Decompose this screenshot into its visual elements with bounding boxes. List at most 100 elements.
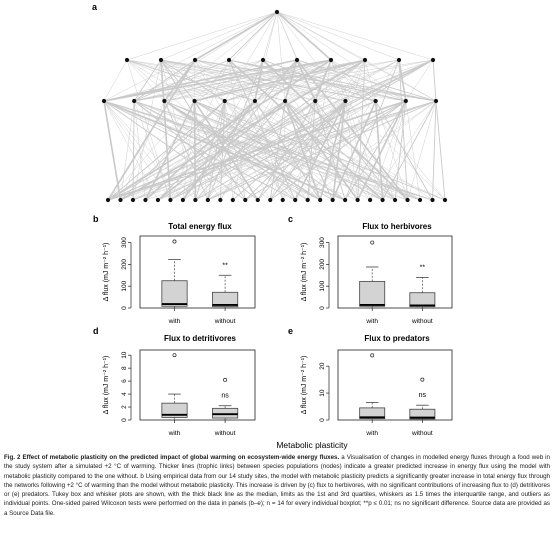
outlier-point: [420, 377, 425, 382]
trophic-link: [330, 59, 406, 102]
species-node: [417, 197, 423, 203]
boxplot-with: [359, 353, 386, 421]
species-node: [252, 98, 258, 104]
species-node: [180, 197, 185, 203]
panel-title: Flux to predators: [364, 334, 430, 343]
x-category-label: with: [168, 318, 181, 325]
species-node: [430, 57, 436, 63]
trophic-link: [194, 59, 406, 102]
trophic-link: [405, 59, 434, 102]
trophic-link: [132, 59, 162, 201]
trophic-link: [270, 59, 332, 201]
trophic-link: [195, 100, 406, 201]
species-node: [162, 98, 167, 104]
trophic-link: [296, 59, 346, 102]
trophic-link: [120, 59, 434, 201]
trophic-link: [398, 59, 409, 201]
trophic-link: [432, 59, 437, 102]
trophic-link: [160, 59, 321, 201]
x-category-label: without: [411, 430, 433, 437]
trophic-link: [207, 100, 437, 201]
species-node: [118, 197, 123, 203]
panel-a-label: a: [92, 2, 98, 12]
trophic-link: [107, 100, 195, 201]
species-node: [155, 197, 161, 203]
trophic-link: [369, 100, 407, 201]
species-node: [268, 197, 273, 203]
species-node: [226, 57, 232, 63]
trophic-link: [357, 59, 366, 201]
trophic-link: [330, 59, 446, 201]
trophic-link: [228, 11, 278, 61]
trophic-link: [276, 11, 286, 102]
trophic-link: [296, 59, 406, 102]
trophic-link: [170, 59, 298, 201]
trophic-link: [295, 100, 316, 201]
trophic-link: [160, 59, 255, 102]
species-node: [205, 197, 210, 203]
species-node: [318, 197, 323, 203]
trophic-link: [133, 100, 259, 201]
species-node: [230, 197, 235, 203]
panel-letter: e: [288, 326, 293, 336]
trophic-link: [126, 59, 346, 102]
trophic-link: [294, 100, 347, 201]
y-tick-label: 8: [121, 366, 128, 370]
trophic-link: [103, 11, 278, 102]
panel-letter: b: [93, 214, 99, 224]
trophic-link: [345, 59, 366, 102]
boxplot-with: [359, 240, 386, 309]
y-axis-label: Δ flux (mJ m⁻² h⁻¹): [301, 356, 308, 415]
y-tick-label: 0: [319, 418, 326, 422]
trophic-link: [132, 59, 230, 201]
trophic-link: [160, 59, 346, 102]
trophic-link: [194, 59, 383, 201]
species-node: [260, 57, 266, 63]
box-iqr: [409, 408, 436, 420]
x-category-label: with: [365, 430, 378, 437]
trophic-link: [207, 59, 264, 201]
trophic-link: [157, 100, 437, 201]
y-tick-label: 200: [121, 259, 128, 270]
trophic-link: [107, 59, 434, 201]
caption-body: a Visualisation of changes in modelled e…: [4, 454, 550, 517]
trophic-link: [207, 59, 298, 201]
trophic-link: [126, 59, 165, 102]
trophic-link: [182, 59, 298, 201]
trophic-link: [331, 100, 377, 201]
panel-title: Flux to herbivores: [362, 222, 432, 231]
species-node: [280, 197, 285, 203]
species-node: [343, 197, 348, 203]
trophic-link: [132, 100, 256, 201]
trophic-link: [160, 59, 246, 201]
plot-frame: [337, 235, 453, 309]
trophic-link: [103, 100, 246, 201]
trophic-link: [307, 59, 332, 201]
significance-label: **: [420, 264, 426, 271]
trophic-link: [160, 59, 195, 102]
trophic-link: [405, 100, 421, 201]
trophic-link: [164, 59, 366, 102]
species-node: [430, 197, 435, 203]
significance-label: ns: [419, 392, 427, 399]
plot-frame: [337, 349, 453, 421]
trophic-link: [160, 59, 286, 102]
panel-b: b Total energy flux 0 100 200 300 Δ flux (mJ m…: [93, 214, 256, 325]
trophic-link: [224, 59, 366, 102]
trophic-link: [120, 100, 135, 201]
box-iqr: [161, 402, 188, 418]
trophic-link: [126, 59, 256, 102]
y-tick-label: 100: [319, 280, 326, 291]
y-tick-label: 2: [121, 405, 128, 409]
trophic-link: [228, 59, 406, 102]
species-node: [355, 197, 360, 203]
trophic-link: [195, 59, 434, 201]
trophic-link: [224, 11, 278, 102]
x-axis-label: Metabolic plasticity: [276, 440, 348, 450]
species-node: [130, 197, 136, 203]
box-iqr: [212, 291, 239, 308]
species-node: [373, 98, 378, 104]
y-tick-label: 300: [121, 237, 128, 248]
boxplot-without: [409, 377, 436, 421]
trophic-link: [126, 59, 296, 201]
